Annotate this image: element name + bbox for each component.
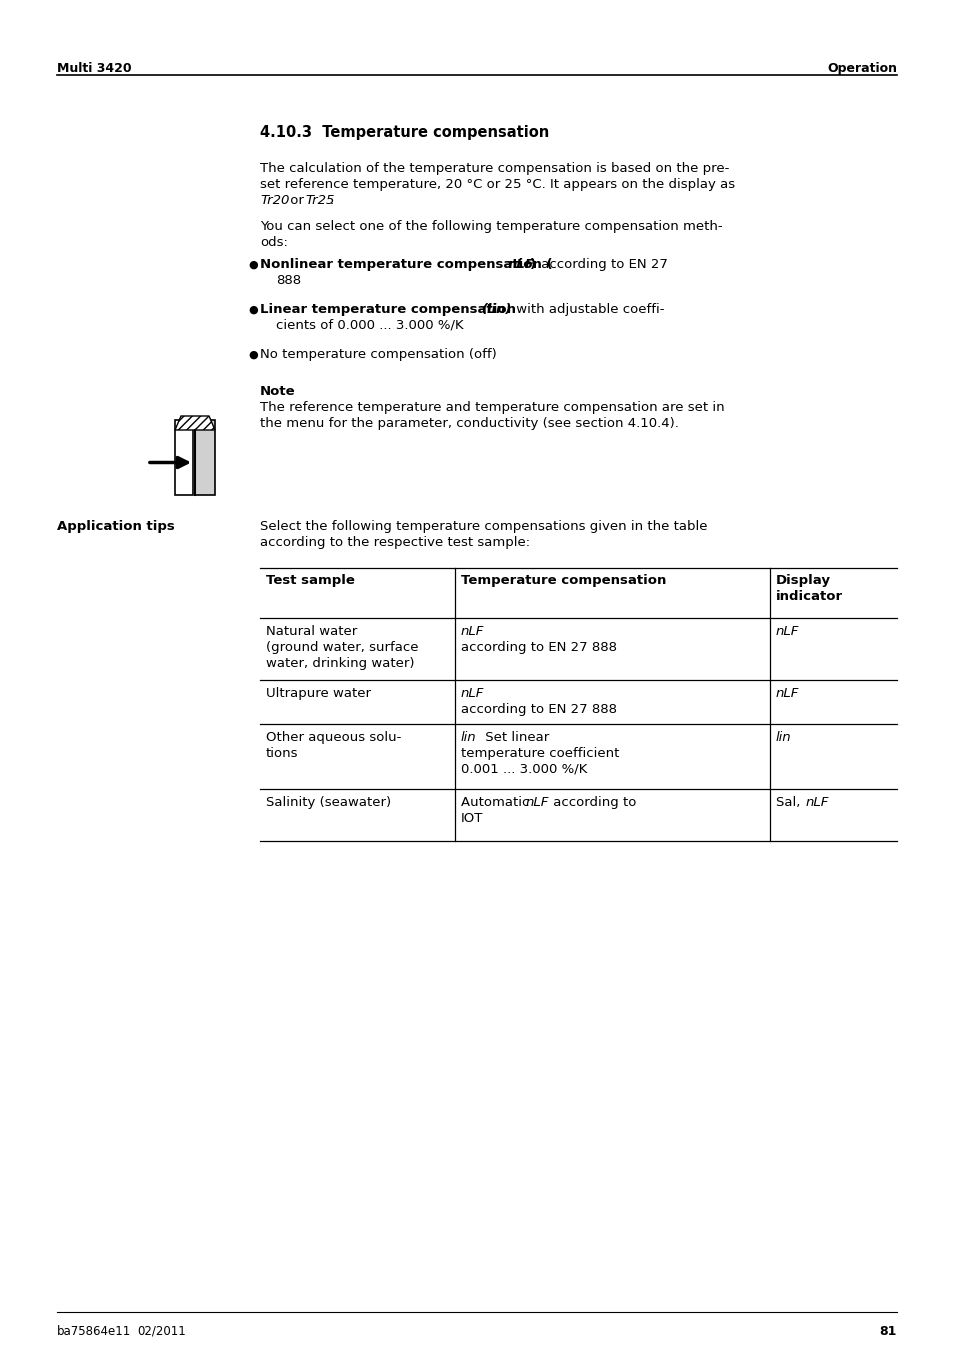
Bar bbox=[174, 420, 193, 494]
Text: Note: Note bbox=[260, 385, 295, 399]
Text: ●: ● bbox=[248, 350, 257, 359]
Text: lin: lin bbox=[460, 731, 476, 744]
Text: 02/2011: 02/2011 bbox=[137, 1325, 186, 1337]
Text: Tr25: Tr25 bbox=[305, 195, 334, 207]
Text: according to EN 27: according to EN 27 bbox=[537, 258, 667, 272]
Text: ba75864e11: ba75864e11 bbox=[57, 1325, 132, 1337]
Text: Temperature compensation: Temperature compensation bbox=[460, 574, 666, 586]
Text: according to: according to bbox=[548, 796, 636, 809]
Text: nLF: nLF bbox=[525, 796, 549, 809]
Text: Natural water: Natural water bbox=[266, 626, 356, 638]
Text: nLF: nLF bbox=[507, 258, 535, 272]
Text: or: or bbox=[286, 195, 308, 207]
Text: 0.001 ... 3.000 %/K: 0.001 ... 3.000 %/K bbox=[460, 763, 587, 775]
Text: Set linear: Set linear bbox=[480, 731, 549, 744]
Text: Tr20: Tr20 bbox=[260, 195, 289, 207]
Text: water, drinking water): water, drinking water) bbox=[266, 657, 414, 670]
Text: No temperature compensation (off): No temperature compensation (off) bbox=[260, 349, 497, 361]
Text: according to EN 27 888: according to EN 27 888 bbox=[460, 703, 617, 716]
Text: nLF: nLF bbox=[775, 626, 799, 638]
Text: (ground water, surface: (ground water, surface bbox=[266, 640, 418, 654]
Text: IOT: IOT bbox=[460, 812, 483, 825]
Text: indicator: indicator bbox=[775, 590, 842, 603]
Text: Sal,: Sal, bbox=[775, 796, 803, 809]
Text: according to EN 27 888: according to EN 27 888 bbox=[460, 640, 617, 654]
Text: nLF: nLF bbox=[775, 688, 799, 700]
Text: according to the respective test sample:: according to the respective test sample: bbox=[260, 536, 530, 549]
Text: Other aqueous solu-: Other aqueous solu- bbox=[266, 731, 401, 744]
Bar bbox=[194, 420, 214, 494]
Text: Salinity (seawater): Salinity (seawater) bbox=[266, 796, 391, 809]
Text: ●: ● bbox=[248, 305, 257, 315]
Text: 4.10.3  Temperature compensation: 4.10.3 Temperature compensation bbox=[260, 126, 549, 141]
Text: You can select one of the following temperature compensation meth-: You can select one of the following temp… bbox=[260, 220, 721, 232]
Text: temperature coefficient: temperature coefficient bbox=[460, 747, 618, 761]
Text: ●: ● bbox=[248, 259, 257, 270]
Text: ): ) bbox=[530, 258, 536, 272]
Text: set reference temperature, 20 °C or 25 °C. It appears on the display as: set reference temperature, 20 °C or 25 °… bbox=[260, 178, 735, 190]
Text: .: . bbox=[330, 195, 334, 207]
Text: Ultrapure water: Ultrapure water bbox=[266, 688, 371, 700]
Text: cients of 0.000 ... 3.000 %/K: cients of 0.000 ... 3.000 %/K bbox=[275, 319, 463, 332]
Text: nLF: nLF bbox=[460, 626, 484, 638]
FancyArrowPatch shape bbox=[150, 458, 187, 467]
Text: tions: tions bbox=[266, 747, 298, 761]
Text: with adjustable coeffi-: with adjustable coeffi- bbox=[512, 303, 664, 316]
Text: Display: Display bbox=[775, 574, 830, 586]
Text: lin: lin bbox=[775, 731, 791, 744]
Text: ods:: ods: bbox=[260, 236, 288, 249]
Text: nLF: nLF bbox=[460, 688, 484, 700]
Polygon shape bbox=[174, 416, 214, 430]
Text: Linear temperature compensation: Linear temperature compensation bbox=[260, 303, 520, 316]
Text: 81: 81 bbox=[879, 1325, 896, 1337]
Text: Operation: Operation bbox=[826, 62, 896, 76]
Text: nLF: nLF bbox=[805, 796, 828, 809]
Text: The calculation of the temperature compensation is based on the pre-: The calculation of the temperature compe… bbox=[260, 162, 729, 176]
Text: (lin): (lin) bbox=[481, 303, 512, 316]
Text: Select the following temperature compensations given in the table: Select the following temperature compens… bbox=[260, 520, 707, 534]
Text: Application tips: Application tips bbox=[57, 520, 174, 534]
Text: the menu for the parameter, conductivity (see section 4.10.4).: the menu for the parameter, conductivity… bbox=[260, 417, 679, 430]
Text: Test sample: Test sample bbox=[266, 574, 355, 586]
Text: Automatic: Automatic bbox=[460, 796, 533, 809]
Text: Nonlinear temperature compensation (: Nonlinear temperature compensation ( bbox=[260, 258, 552, 272]
Text: Multi 3420: Multi 3420 bbox=[57, 62, 132, 76]
Text: The reference temperature and temperature compensation are set in: The reference temperature and temperatur… bbox=[260, 401, 724, 413]
Text: 888: 888 bbox=[275, 274, 301, 286]
